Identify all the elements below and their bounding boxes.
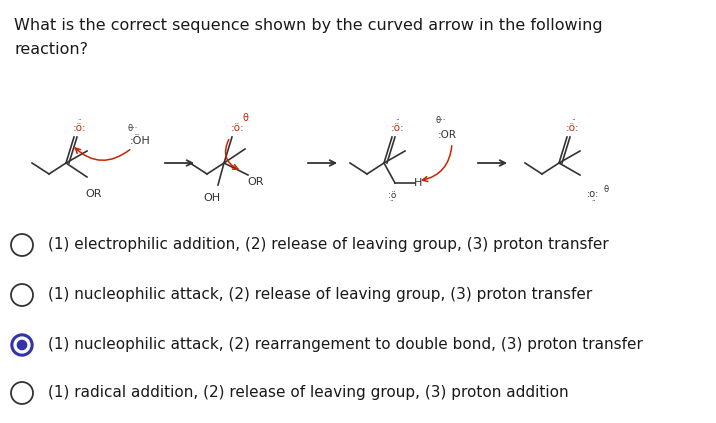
Text: (1) electrophilic addition, (2) release of leaving group, (3) proton transfer: (1) electrophilic addition, (2) release … [48, 237, 609, 253]
Circle shape [14, 337, 30, 353]
Text: H: H [414, 178, 422, 188]
Text: ··: ·· [396, 117, 400, 123]
Text: :ö: :ö [388, 191, 396, 200]
Text: θ··: θ·· [436, 116, 446, 125]
Text: :o:: :o: [587, 189, 599, 199]
FancyArrowPatch shape [75, 148, 130, 160]
Text: reaction?: reaction? [14, 42, 88, 57]
Text: :ö:: :ö: [391, 123, 405, 133]
Text: θ··: θ·· [128, 124, 138, 133]
Text: θ: θ [242, 113, 248, 123]
Text: (1) radical addition, (2) release of leaving group, (3) proton addition: (1) radical addition, (2) release of lea… [48, 385, 569, 401]
Text: OH: OH [203, 193, 221, 203]
Text: ··: ·· [390, 198, 395, 204]
Text: :ö:: :ö: [566, 123, 580, 133]
Text: ··: ·· [571, 117, 575, 123]
Text: (1) nucleophilic attack, (2) rearrangement to double bond, (3) proton transfer: (1) nucleophilic attack, (2) rearrangeme… [48, 338, 643, 352]
Text: ··: ·· [78, 117, 82, 123]
Circle shape [11, 334, 33, 356]
Text: ··: ·· [591, 198, 595, 204]
FancyArrowPatch shape [422, 146, 452, 181]
Text: :OR: :OR [438, 130, 457, 140]
Text: OR: OR [85, 189, 102, 199]
Circle shape [17, 341, 26, 350]
Text: :ö:: :ö: [73, 123, 87, 133]
Text: :ÖH: :ÖH [130, 136, 151, 146]
FancyArrowPatch shape [226, 140, 238, 169]
Text: OR: OR [247, 177, 263, 187]
Text: θ: θ [603, 185, 608, 194]
Text: (1) nucleophilic attack, (2) release of leaving group, (3) proton transfer: (1) nucleophilic attack, (2) release of … [48, 288, 592, 302]
Text: :ö:: :ö: [231, 123, 245, 133]
Text: What is the correct sequence shown by the curved arrow in the following: What is the correct sequence shown by th… [14, 18, 603, 33]
